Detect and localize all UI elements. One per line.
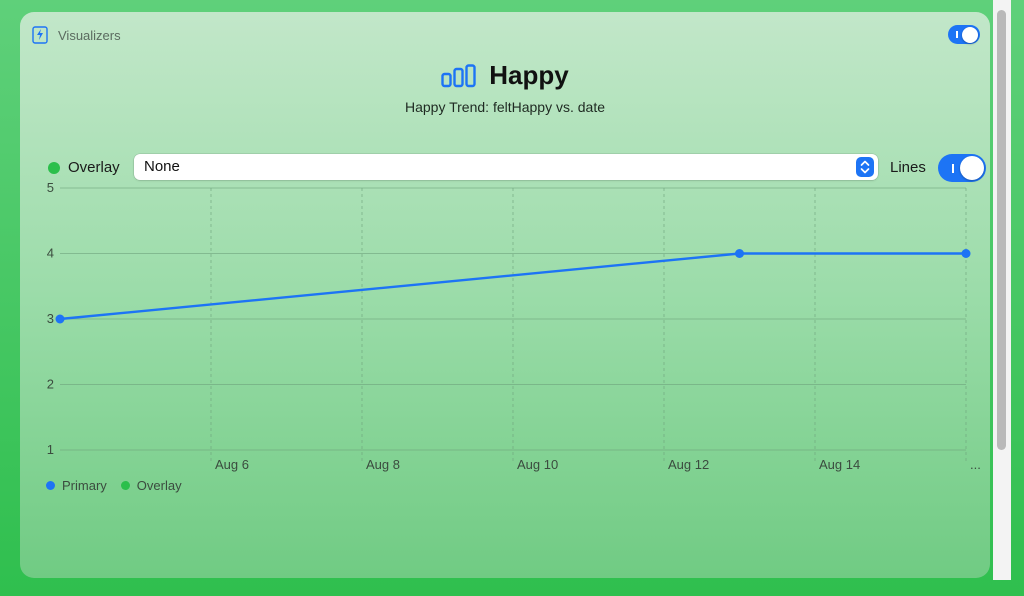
visualizers-title: Visualizers [58,27,121,43]
y-tick-label: 2 [47,377,54,392]
legend-item-overlay: Overlay [120,478,182,493]
data-point [961,249,971,258]
legend-primary-dot [46,481,55,490]
x-tick-label: Aug 8 [366,457,400,472]
toggle-on-mark [952,164,954,173]
overlay-select[interactable]: None [134,154,878,180]
y-tick-label: 1 [47,442,54,457]
data-point [55,314,65,324]
legend-overlay-label: Overlay [136,478,182,493]
legend-overlay-dot [120,481,130,490]
chart-controls: Overlay None Lines [48,154,988,182]
y-tick-label: 4 [47,246,54,261]
line-chart: 5 4 3 2 1 Aug 6 Aug 8 Aug 10 Aug 12 Aug 14... [47,180,981,472]
lines-toggle[interactable] [938,154,986,182]
chart-subtitle: Happy Trend: feltHappy vs. date [405,98,605,115]
x-tick-label: Aug 10 [517,457,558,472]
visualizer-toggle[interactable] [948,25,980,44]
scrollbar-thumb[interactable] [997,10,1006,450]
visualizers-header: Visualizers [32,26,121,44]
bar-chart-icon [441,63,476,87]
x-tick-label: Aug 12 [668,457,709,472]
document-bolt-icon [32,26,48,44]
x-tick-label: Aug 6 [215,457,249,472]
lines-label: Lines [890,159,926,176]
data-point [735,249,744,258]
vertical-scrollbar[interactable] [993,0,1011,580]
overlay-label: Overlay [68,159,120,176]
overlay-color-dot [48,162,60,174]
chart-legend: Primary Overlay [46,478,196,493]
toggle-knob [960,156,984,180]
chart-heading: Happy Happy Trend: feltHappy vs. date [20,60,990,115]
toggle-knob [962,26,978,43]
x-tick-label: ... [970,457,981,472]
legend-item-primary: Primary [46,478,107,493]
x-tick-label: Aug 14 [819,457,860,472]
chevron-up-down-icon[interactable] [856,157,874,177]
legend-primary-label: Primary [62,478,107,493]
visualizer-panel: Visualizers Happy Happy Trend: feltHappy… [20,12,990,578]
y-tick-label: 5 [47,180,54,195]
y-tick-label: 3 [47,311,54,326]
chart-title: Happy [489,60,569,90]
toggle-on-mark [956,31,958,38]
overlay-select-value: None [144,158,180,175]
